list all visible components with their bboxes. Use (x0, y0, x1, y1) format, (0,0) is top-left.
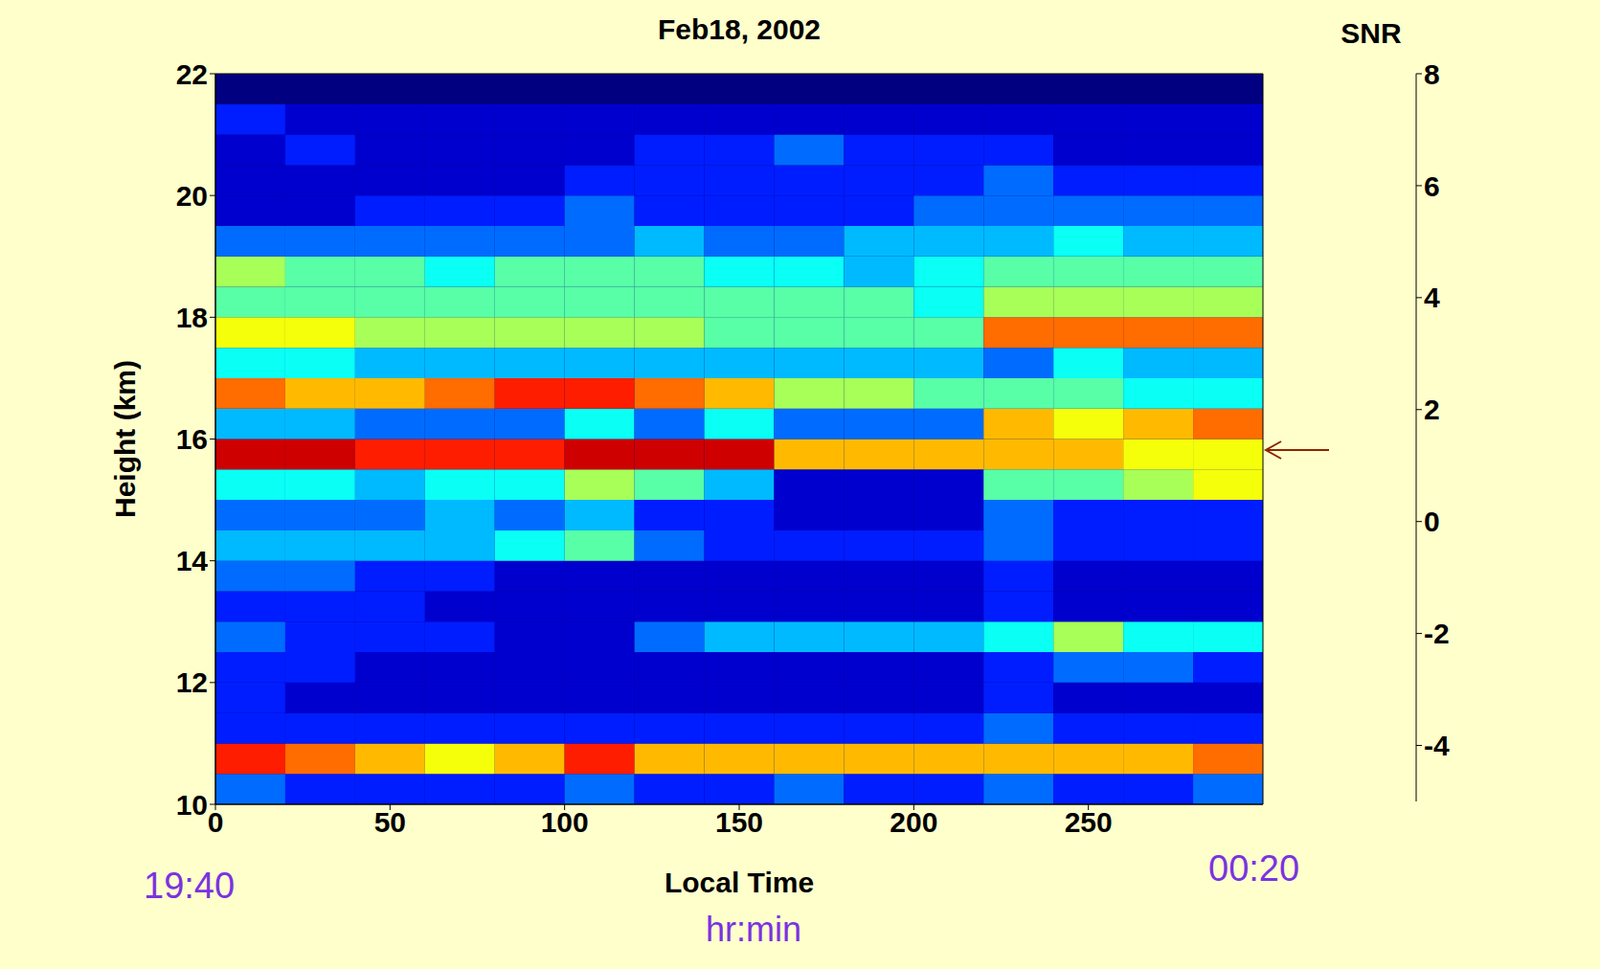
svg-text:16: 16 (176, 423, 208, 455)
svg-text:6: 6 (1423, 170, 1441, 203)
svg-text:14: 14 (176, 544, 209, 577)
svg-text:200: 200 (889, 806, 938, 838)
svg-text:22: 22 (176, 58, 208, 91)
svg-text:-2: -2 (1423, 617, 1450, 650)
svg-text:2: 2 (1423, 393, 1441, 426)
html-text:00:20: 00:20 (1208, 848, 1300, 889)
svg-text:-4: -4 (1423, 729, 1450, 762)
svg-text:4: 4 (1423, 281, 1441, 314)
html-text:19:40: 19:40 (143, 865, 235, 906)
svg-text:0: 0 (207, 806, 225, 838)
svg-text:18: 18 (176, 301, 208, 334)
html-text:Feb18, 2002: Feb18, 2002 (657, 13, 821, 46)
html-text:hr:min: hr:min (705, 909, 802, 949)
svg-text:150: 150 (715, 806, 764, 838)
svg-text:20: 20 (176, 180, 208, 212)
svg-text:250: 250 (1064, 806, 1113, 838)
svg-text:100: 100 (540, 806, 589, 838)
svg-text:Local Time: Local Time (664, 866, 814, 899)
svg-text:Height (km): Height (km) (109, 360, 141, 519)
svg-text:8: 8 (1423, 58, 1441, 91)
html-text:SNR: SNR (1340, 17, 1402, 49)
svg-text:0: 0 (1423, 505, 1441, 538)
svg-text:12: 12 (176, 666, 208, 699)
svg-text:50: 50 (374, 806, 406, 838)
svg-text:10: 10 (176, 788, 208, 821)
